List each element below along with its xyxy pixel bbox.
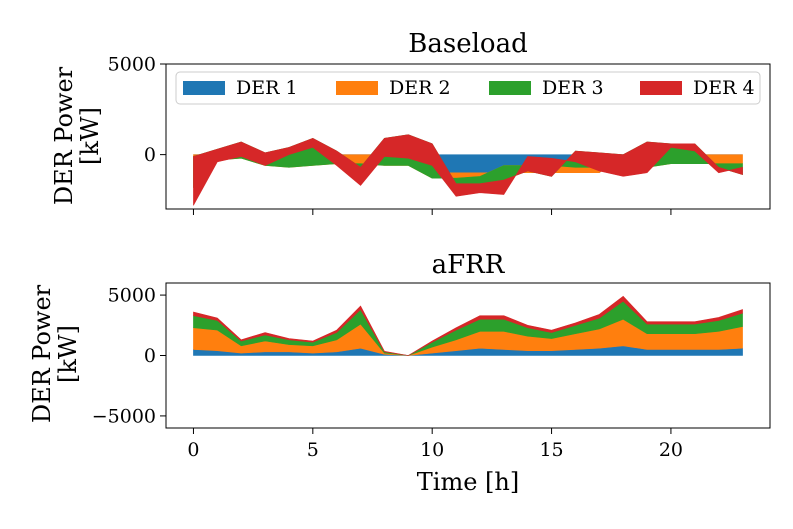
afrr-title: aFRR <box>432 250 506 280</box>
baseload-axes-frame <box>165 63 771 210</box>
afrr-ylabel: DER Power [kW] <box>28 284 82 423</box>
y-tick-label: 0 <box>144 345 156 367</box>
afrr-areas <box>193 295 743 356</box>
legend-label-der-4: DER 4 <box>693 77 755 99</box>
ylabel-line-2: [kW] <box>54 325 82 383</box>
legend-swatch-der-2 <box>336 81 378 95</box>
baseload-areas <box>193 134 743 206</box>
x-tick-label: 5 <box>307 439 319 461</box>
x-tick-label: 10 <box>420 439 444 461</box>
legend-swatch-der-4 <box>640 81 682 95</box>
afrr-xticks: 0 5 10 15 20 <box>187 428 683 461</box>
x-tick-label: 15 <box>539 439 563 461</box>
y-tick-label: −5000 <box>92 405 156 427</box>
ylabel-line-2: [kW] <box>76 107 104 165</box>
ylabel-line-1: DER Power <box>50 66 78 205</box>
baseload-panel: Baseload DER Power [kW] 0 5000 DER 1 DER 2… <box>50 29 771 215</box>
y-tick-label: 5000 <box>108 54 156 76</box>
legend-frame <box>175 71 761 105</box>
legend-swatch-der-3 <box>489 81 531 95</box>
y-tick-label: 0 <box>144 144 156 166</box>
baseload-xticks <box>192 209 672 215</box>
legend: DER 1 DER 2 DER 3 DER 4 <box>175 71 761 105</box>
baseload-title: Baseload <box>408 29 527 59</box>
baseload-yticks: 0 5000 <box>108 54 166 166</box>
x-tick-label: 20 <box>659 439 683 461</box>
ylabel-line-1: DER Power <box>28 284 56 423</box>
x-tick-label: 0 <box>187 439 199 461</box>
x-axis-label: Time [h] <box>417 468 519 496</box>
y-tick-label: 5000 <box>108 285 156 307</box>
legend-label-der-2: DER 2 <box>389 77 451 99</box>
area-der-4 <box>193 295 743 356</box>
legend-swatch-der-1 <box>183 81 225 95</box>
baseload-ylabel: DER Power [kW] <box>50 66 104 205</box>
legend-label-der-3: DER 3 <box>542 77 604 99</box>
legend-label-der-1: DER 1 <box>236 77 298 99</box>
area-der-4 <box>193 134 743 206</box>
afrr-yticks: −5000 0 5000 <box>92 285 166 427</box>
